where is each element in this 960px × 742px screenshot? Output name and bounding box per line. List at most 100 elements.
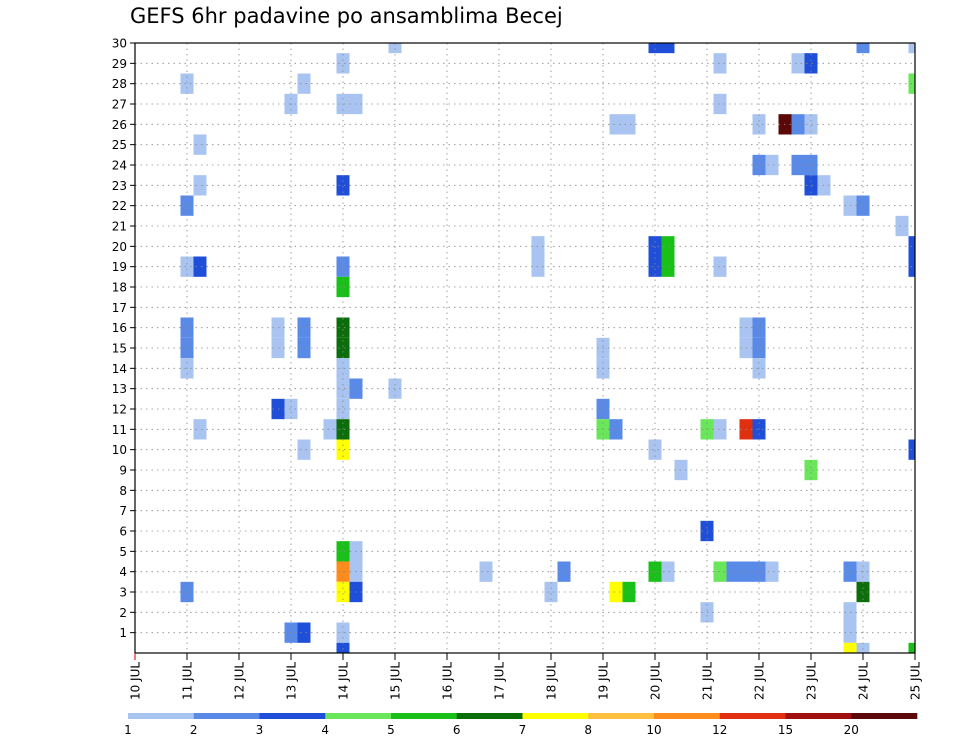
heatmap-cell	[895, 215, 909, 237]
heatmap-cell	[609, 114, 623, 135]
colorbar-tick-label: 10	[646, 723, 661, 737]
heatmap-cell	[336, 276, 350, 298]
heatmap-cell	[336, 378, 350, 399]
heatmap-cell	[856, 581, 870, 603]
heatmap-cell	[648, 236, 662, 257]
heatmap-cell	[804, 175, 818, 196]
colorbar-segment	[719, 713, 786, 719]
heatmap-cell	[791, 154, 805, 176]
y-tick-label: 7	[119, 504, 127, 518]
colorbar-tick-label: 15	[778, 723, 793, 737]
heatmap-cell	[336, 175, 350, 196]
heatmap-cell	[804, 459, 818, 481]
y-tick-label: 2	[119, 606, 127, 620]
heatmap-cell	[713, 419, 727, 440]
heatmap-cell	[791, 114, 805, 135]
heatmap-cell	[908, 642, 915, 653]
colorbar-segment	[193, 713, 260, 719]
heatmap-cell	[856, 642, 870, 653]
heatmap-cell	[752, 317, 766, 338]
x-tick-label: 14 JUL	[337, 662, 351, 700]
heatmap-cell	[843, 642, 857, 653]
heatmap-cell	[336, 53, 350, 74]
y-tick-label: 29	[112, 57, 127, 71]
heatmap-cell	[752, 337, 766, 359]
colorbar-segment	[259, 713, 326, 719]
heatmap-cell	[336, 317, 350, 338]
heatmap-cell	[908, 43, 915, 54]
colorbar-tick-label: 20	[844, 723, 859, 737]
y-tick-label: 15	[112, 342, 127, 356]
heatmap-cell	[544, 581, 558, 603]
heatmap-cell	[856, 195, 870, 216]
heatmap-cell	[297, 317, 311, 338]
grid-lines	[135, 43, 915, 653]
heatmap-cell	[323, 419, 337, 440]
x-tick-label: 19 JUL	[597, 662, 611, 700]
y-axis: 1234567891011121314151617181920212223242…	[112, 37, 135, 640]
heatmap-cell	[661, 236, 675, 257]
colorbar-tick-label: 8	[584, 723, 592, 737]
x-tick-label: 23 JUL	[805, 662, 819, 700]
y-tick-label: 12	[112, 403, 127, 417]
x-tick-label: 22 JUL	[753, 662, 767, 700]
y-tick-label: 4	[119, 565, 127, 579]
chart-title: GEFS 6hr padavine po ansamblima Becej	[130, 4, 563, 28]
colorbar: 1 2 3 4 5 6 7 8 10 12 15 20	[124, 713, 918, 737]
heatmap-cell	[284, 398, 298, 420]
heatmap-cell	[713, 256, 727, 277]
heatmap-cell	[180, 73, 194, 94]
heatmap-cells	[180, 43, 915, 653]
heatmap-cell	[609, 419, 623, 440]
x-tick-label: 11 JUL	[181, 662, 195, 700]
colorbar-tick-label: 3	[256, 723, 264, 737]
y-tick-label: 10	[112, 443, 127, 457]
heatmap-cell	[713, 93, 727, 115]
y-tick-label: 16	[112, 321, 127, 335]
colorbar-tick-label: 2	[190, 723, 198, 737]
heatmap-cell	[856, 43, 870, 54]
colorbar-segment	[851, 713, 918, 719]
heatmap-cell	[648, 43, 662, 54]
colorbar-segment	[654, 713, 721, 719]
y-tick-label: 3	[119, 586, 127, 600]
colorbar-segment	[785, 713, 852, 719]
y-tick-label: 23	[112, 179, 127, 193]
x-tick-label: 17 JUL	[493, 662, 507, 700]
y-tick-label: 6	[119, 525, 127, 539]
x-tick-label: 16 JUL	[441, 662, 455, 700]
x-tick-label: 18 JUL	[545, 662, 559, 700]
x-tick-label: 21 JUL	[701, 662, 715, 700]
heatmap-cell	[336, 398, 350, 420]
x-tick-label: 25 JUL	[909, 662, 923, 700]
heatmap-cell	[661, 256, 675, 277]
x-tick-label: 13 JUL	[285, 662, 299, 700]
y-tick-label: 26	[112, 118, 127, 132]
heatmap-cell	[388, 43, 402, 54]
heatmap-cell	[752, 114, 766, 135]
y-tick-label: 25	[112, 138, 127, 152]
heatmap-cell	[336, 541, 350, 562]
heatmap-cell	[297, 622, 311, 643]
colorbar-segment	[325, 713, 392, 719]
heatmap-cell	[804, 53, 818, 74]
y-tick-label: 21	[112, 220, 127, 234]
x-tick-label: 24 JUL	[857, 662, 871, 700]
heatmap-cell	[726, 561, 740, 582]
heatmap-cell	[180, 337, 194, 359]
y-tick-label: 30	[112, 37, 127, 51]
heatmap-cell	[336, 337, 350, 359]
y-tick-label: 24	[112, 159, 127, 173]
y-tick-label: 22	[112, 199, 127, 213]
heatmap-cell	[336, 439, 350, 460]
colorbar-tick-label: 6	[453, 723, 461, 737]
x-axis: 10 JUL 11 JUL 12 JUL 13 JUL 14 JUL 15 JUL 16 J…	[129, 653, 923, 700]
colorbar-tick-label: 5	[387, 723, 395, 737]
heatmap-cell	[180, 581, 194, 603]
y-tick-label: 8	[119, 484, 127, 498]
x-tick-label: 10 JUL	[129, 662, 143, 700]
heatmap-cell	[609, 581, 623, 603]
x-tick-label: 20 JUL	[649, 662, 663, 700]
colorbar-segment	[588, 713, 655, 719]
